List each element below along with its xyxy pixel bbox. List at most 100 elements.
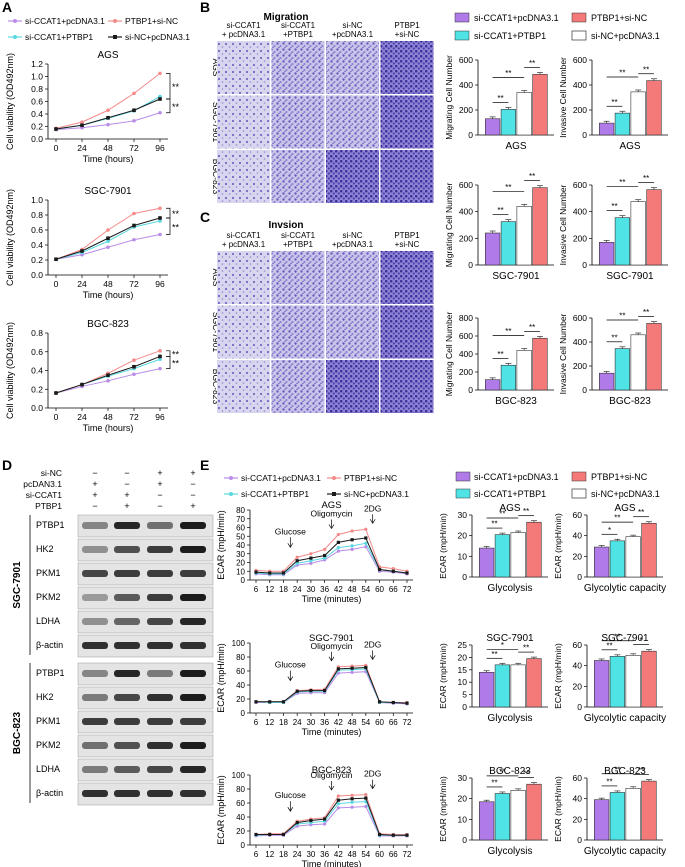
- microscopy-image: [380, 360, 434, 413]
- blot-band: [147, 546, 173, 553]
- data-point: [295, 821, 299, 825]
- microscopy-image: [380, 251, 434, 304]
- legend-label: PTBP1+si-NC: [125, 16, 178, 26]
- y-tick-label: 0: [582, 260, 587, 270]
- bar: [526, 521, 542, 578]
- legend-label: si-CCAT1+PTBP1: [25, 32, 93, 42]
- significance-mark: *: [608, 526, 611, 535]
- injection-arrowhead: [287, 807, 294, 812]
- chart-title: AGS: [499, 503, 520, 514]
- blot-strip: [77, 710, 214, 734]
- protein-label: PTBP1: [36, 520, 65, 530]
- data-point: [106, 379, 110, 383]
- y-axis-label: ECAR (mpH/min): [553, 513, 563, 579]
- y-axis-label: ECAR (mpH/min): [553, 776, 563, 842]
- chart-title: AGS: [97, 50, 118, 61]
- significance-mark: **: [499, 767, 505, 776]
- y-tick-label: 1.0: [31, 72, 43, 82]
- x-axis-label: Glycolytic capacity: [584, 846, 666, 857]
- y-tick-label: 0: [577, 572, 582, 582]
- x-tick-label: 30: [306, 850, 315, 859]
- data-point: [323, 553, 327, 558]
- x-tick-label: 12: [265, 585, 274, 594]
- blot-strip: [77, 782, 214, 806]
- significance-mark: **: [172, 209, 180, 219]
- blot-band: [114, 718, 140, 725]
- bar: [479, 547, 495, 578]
- series-line: [256, 664, 407, 703]
- data-point: [350, 797, 354, 801]
- y-tick-label: 10: [458, 814, 468, 824]
- injection-label: 2DG: [364, 503, 381, 513]
- migration-invasion-bar-charts: 0 200 400 600 ** ** ** AGS Migrating Cell Number…: [444, 55, 668, 407]
- legend-label: PTBP1+si-NC: [591, 13, 648, 23]
- bar: [594, 660, 610, 708]
- y-tick-label: 80: [236, 785, 245, 794]
- x-axis-label: SGC-7901: [606, 271, 654, 282]
- y-tick-label: 60: [573, 510, 583, 520]
- legend-swatch: [454, 12, 470, 23]
- data-point: [106, 239, 110, 244]
- y-tick-label: 0: [468, 260, 473, 270]
- x-tick-label: 66: [389, 718, 398, 727]
- bar: [494, 664, 511, 708]
- y-axis-label: Migrating Cell Number: [444, 312, 454, 397]
- microscopy-image: [217, 251, 270, 304]
- data-point: [350, 670, 354, 675]
- y-tick-label: 0: [582, 385, 587, 395]
- microscopy-image: [380, 150, 434, 203]
- series-line: [256, 797, 407, 836]
- y-tick-label: 0.2: [31, 255, 43, 265]
- y-tick-label: 100: [232, 639, 246, 648]
- y-tick-label: 0.6: [31, 97, 43, 107]
- microscopy-image: [380, 305, 434, 359]
- y-tick-label: 400: [459, 80, 473, 90]
- data-point: [350, 793, 354, 797]
- blot-band: [82, 742, 108, 749]
- bar: [625, 788, 641, 841]
- microscopy-image: [380, 95, 434, 149]
- blot-strip: [77, 586, 214, 610]
- significance-bracket: [166, 98, 171, 114]
- significance-mark: **: [619, 69, 625, 78]
- column-header: si-CCAT1: [226, 21, 261, 30]
- blot-band: [180, 594, 206, 601]
- bar: [599, 242, 615, 266]
- significance-mark: **: [606, 777, 612, 786]
- data-point: [268, 700, 272, 704]
- significance-mark: **: [643, 308, 649, 317]
- data-point: [350, 538, 354, 542]
- column-header: + pcDNA3.1: [222, 240, 266, 249]
- significance-mark: **: [523, 507, 529, 516]
- y-tick-label: 20: [573, 551, 583, 561]
- protein-label: PKM2: [36, 592, 61, 602]
- bar: [516, 350, 532, 391]
- blot-band: [82, 546, 108, 553]
- y-tick-label: 10: [458, 677, 468, 687]
- data-point: [132, 211, 136, 216]
- series-line: [255, 537, 408, 574]
- data-point: [132, 358, 136, 362]
- data-point: [350, 544, 354, 548]
- panel-b-legend: si-CCAT1+pcDNA3.1 PTBP1+si-NC si-CCAT1+P…: [454, 12, 660, 41]
- data-point: [405, 833, 409, 837]
- bar: [526, 783, 542, 841]
- panel-letter-e: E: [200, 457, 209, 473]
- x-tick-label: 60: [375, 850, 384, 859]
- injection-label: Glucose: [275, 660, 306, 670]
- y-axis-label: ECAR (mpH/min): [438, 776, 448, 842]
- column-header: + pcDNA3.1: [222, 30, 266, 39]
- data-point: [364, 545, 368, 549]
- y-axis-label: Cell viability (OD492nm): [5, 322, 15, 419]
- blot-band: [114, 570, 140, 577]
- chart-title: BGC-823: [312, 765, 352, 776]
- data-point: [295, 689, 299, 693]
- significance-mark: **: [529, 323, 535, 332]
- column-header: si-NC: [343, 21, 363, 30]
- data-point: [281, 700, 286, 704]
- bar: [646, 189, 662, 266]
- data-point: [364, 804, 368, 809]
- bar: [609, 792, 626, 841]
- chart-title: AGS: [614, 503, 635, 514]
- blot-band: [114, 594, 140, 601]
